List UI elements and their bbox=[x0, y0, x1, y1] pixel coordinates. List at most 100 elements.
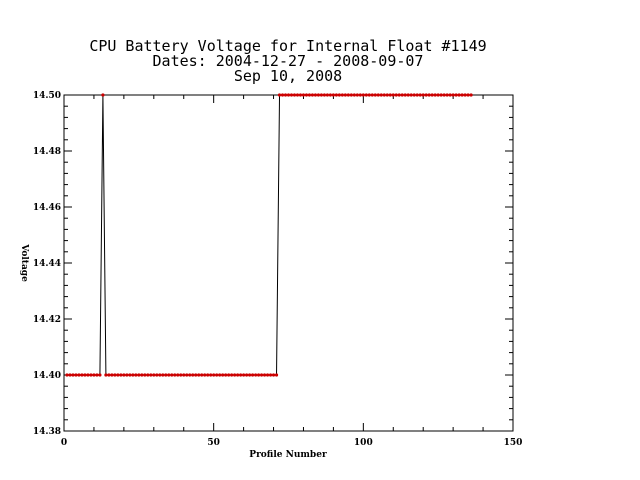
data-point bbox=[104, 373, 108, 377]
data-point bbox=[244, 373, 249, 377]
data-point bbox=[307, 93, 312, 97]
data-point bbox=[185, 373, 189, 377]
y-tick-label: 14.46 bbox=[33, 203, 61, 213]
data-point bbox=[442, 93, 446, 97]
y-tick-label: 14.42 bbox=[33, 315, 61, 325]
data-point bbox=[134, 373, 138, 377]
y-tick-label: 14.50 bbox=[33, 91, 61, 101]
data-point bbox=[119, 373, 123, 377]
data-point bbox=[277, 93, 282, 97]
data-point bbox=[355, 93, 359, 97]
data-point bbox=[409, 93, 413, 97]
data-point bbox=[86, 373, 90, 377]
series-markers bbox=[65, 93, 473, 377]
y-tick-label: 14.38 bbox=[33, 427, 61, 437]
data-point bbox=[149, 373, 153, 377]
data-point bbox=[397, 93, 401, 97]
data-point bbox=[337, 93, 341, 97]
data-point bbox=[358, 93, 362, 97]
data-point bbox=[113, 373, 117, 377]
data-point bbox=[286, 93, 291, 97]
data-point bbox=[122, 373, 126, 377]
data-point bbox=[454, 93, 458, 97]
data-point bbox=[167, 373, 171, 377]
data-point bbox=[415, 93, 419, 97]
data-point bbox=[328, 93, 333, 97]
data-point bbox=[173, 373, 177, 377]
data-point bbox=[343, 93, 347, 97]
data-point bbox=[340, 93, 344, 97]
data-point bbox=[71, 373, 75, 377]
data-point bbox=[215, 373, 219, 377]
data-point bbox=[373, 93, 377, 97]
chart-title-line-2: Dates: 2004-12-27 - 2008-09-07 bbox=[152, 52, 424, 70]
data-point bbox=[68, 373, 72, 377]
x-tick-label: 0 bbox=[61, 438, 67, 448]
data-point bbox=[161, 373, 165, 377]
data-point bbox=[295, 93, 300, 97]
data-point bbox=[334, 93, 338, 97]
data-point bbox=[92, 373, 96, 377]
data-point bbox=[379, 93, 383, 97]
data-point bbox=[466, 93, 470, 97]
data-point bbox=[361, 93, 365, 97]
data-point bbox=[412, 93, 416, 97]
data-point bbox=[259, 373, 264, 377]
data-point bbox=[424, 93, 428, 97]
data-point bbox=[394, 93, 398, 97]
data-point bbox=[400, 93, 404, 97]
data-point bbox=[439, 93, 443, 97]
data-point bbox=[89, 373, 93, 377]
data-point bbox=[331, 93, 335, 97]
data-point bbox=[143, 373, 147, 377]
data-point bbox=[289, 93, 294, 97]
data-point bbox=[125, 373, 129, 377]
data-point bbox=[385, 93, 389, 97]
y-tick-label: 14.48 bbox=[33, 147, 61, 157]
data-point bbox=[182, 373, 186, 377]
data-point bbox=[137, 373, 141, 377]
data-point bbox=[349, 93, 353, 97]
data-point bbox=[236, 373, 240, 377]
data-point bbox=[451, 93, 455, 97]
data-point bbox=[221, 373, 225, 377]
data-point bbox=[170, 373, 174, 377]
data-point bbox=[274, 373, 279, 377]
data-point bbox=[176, 373, 180, 377]
data-point bbox=[433, 93, 437, 97]
data-point bbox=[253, 373, 258, 377]
data-point bbox=[194, 373, 198, 377]
x-tick-label: 100 bbox=[354, 438, 373, 448]
x-tick-label: 150 bbox=[504, 438, 523, 448]
data-point bbox=[224, 373, 228, 377]
data-point bbox=[403, 93, 407, 97]
data-point bbox=[469, 93, 473, 97]
data-point bbox=[197, 373, 201, 377]
data-point bbox=[140, 373, 144, 377]
data-point bbox=[95, 373, 99, 377]
data-point bbox=[110, 373, 114, 377]
data-point bbox=[250, 373, 255, 377]
data-point bbox=[191, 373, 195, 377]
data-point bbox=[271, 373, 276, 377]
data-point bbox=[233, 373, 237, 377]
data-point bbox=[203, 373, 207, 377]
y-tick-label: 14.44 bbox=[33, 259, 61, 269]
data-point bbox=[346, 93, 350, 97]
tick-labels: 0 50 100 150 14.38 14.40 14.42 14.44 14.46 14.48 1… bbox=[33, 91, 523, 448]
axis-ticks bbox=[63, 94, 514, 432]
data-point bbox=[265, 373, 270, 377]
data-point bbox=[218, 373, 222, 377]
data-point bbox=[283, 93, 288, 97]
data-point bbox=[376, 93, 380, 97]
data-point bbox=[301, 93, 306, 97]
data-point bbox=[83, 373, 87, 377]
data-point bbox=[310, 93, 315, 97]
data-point bbox=[406, 93, 410, 97]
data-point bbox=[292, 93, 297, 97]
data-point bbox=[280, 93, 285, 97]
data-point bbox=[242, 373, 246, 377]
data-point bbox=[80, 373, 84, 377]
data-point bbox=[304, 93, 309, 97]
